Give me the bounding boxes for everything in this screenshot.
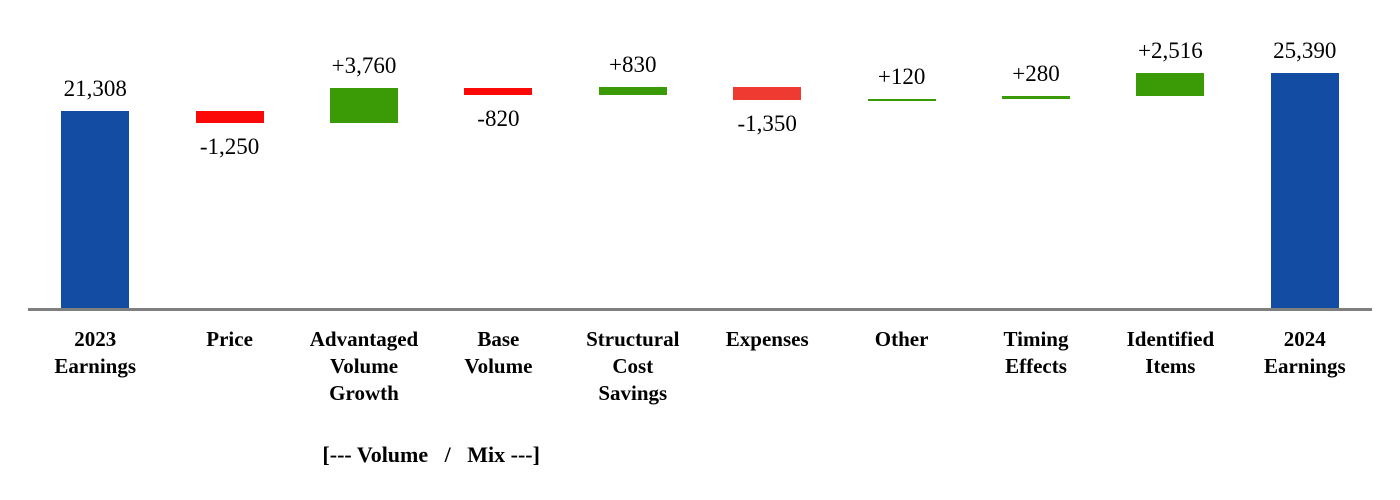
category-label-line: Base xyxy=(477,327,520,351)
category-label-line: Expenses xyxy=(725,327,809,351)
value-label-2024-earnings: 25,390 xyxy=(1273,37,1337,63)
category-label-identified-items: Identified Items xyxy=(1103,326,1237,380)
category-label-line: Earnings xyxy=(1263,354,1346,378)
value-label-other: +120 xyxy=(877,63,926,89)
category-label-line: Volume xyxy=(329,354,399,378)
category-label-line: Structural xyxy=(586,327,680,351)
volume-mix-annotation: [--- Volume / Mix ---] xyxy=(322,442,540,467)
bar-base-volume xyxy=(464,87,533,96)
category-label-timing-effects: Timing Effects xyxy=(969,326,1103,380)
category-label-line: Advantaged xyxy=(309,327,419,351)
value-label-expenses: -1,350 xyxy=(737,111,797,137)
category-label-advantaged-volume-growth: Advantaged Volume Growth xyxy=(297,326,431,407)
category-label-line: Earnings xyxy=(54,354,137,378)
category-label-line: Effects xyxy=(1005,354,1067,378)
value-label-base-volume: -820 xyxy=(477,106,520,132)
bar-expenses xyxy=(733,87,802,101)
category-label-line: Savings xyxy=(598,381,668,405)
bar-price xyxy=(195,111,264,123)
category-label-line: Other xyxy=(874,327,929,351)
bar-2023-earnings xyxy=(61,111,130,310)
bar-advantaged-volume-growth xyxy=(330,87,398,123)
category-label-line: Identified xyxy=(1126,327,1215,351)
category-label-2024-earnings: 2024 Earnings xyxy=(1238,326,1372,380)
category-label-line: Volume xyxy=(464,354,533,378)
category-label-line: Cost xyxy=(612,354,654,378)
category-label-line: 2023 xyxy=(74,327,117,351)
value-label-advantaged-volume-growth: +3,760 xyxy=(331,52,397,78)
category-label-line: Price xyxy=(206,327,253,351)
category-label-expenses: Expenses xyxy=(700,326,834,353)
bar-2024-earnings xyxy=(1270,72,1339,310)
category-label-base-volume: Base Volume xyxy=(431,326,565,380)
bar-identified-items xyxy=(1136,72,1205,97)
category-label-other: Other xyxy=(834,326,968,353)
value-label-structural-cost-savings: +830 xyxy=(609,52,657,78)
bar-other xyxy=(867,98,936,101)
category-label-price: Price xyxy=(162,326,296,353)
category-label-2023-earnings: 2023 Earnings xyxy=(28,326,162,380)
category-label-structural-cost-savings: Structural Cost Savings xyxy=(566,326,700,407)
value-label-price: -1,250 xyxy=(199,133,260,159)
x-axis-line xyxy=(28,308,1372,311)
category-label-line: Growth xyxy=(329,381,399,405)
category-label-line: Timing xyxy=(1003,327,1069,351)
category-label-line: 2024 xyxy=(1283,327,1326,351)
bar-timing-effects xyxy=(1002,96,1070,99)
category-label-line: Items xyxy=(1145,354,1196,378)
value-label-timing-effects: +280 xyxy=(1012,61,1060,87)
value-label-2023-earnings: 21,308 xyxy=(63,76,127,101)
bar-structural-cost-savings xyxy=(598,87,667,96)
value-label-identified-items: +2,516 xyxy=(1138,37,1203,63)
